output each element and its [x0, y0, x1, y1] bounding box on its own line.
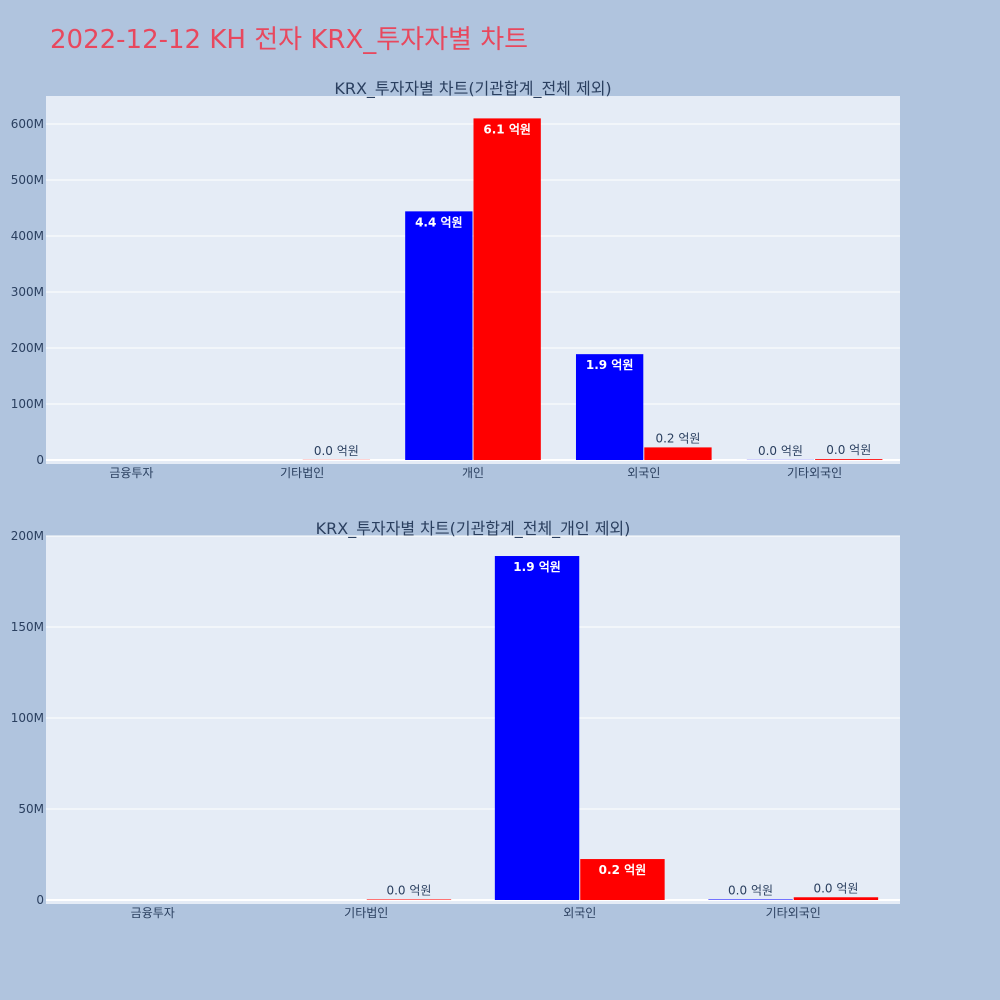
y-tick-label: 600M [11, 117, 44, 131]
y-tick-label: 100M [11, 711, 44, 725]
bar [793, 897, 879, 900]
y-tick-label: 0 [36, 893, 44, 907]
bar [708, 899, 793, 900]
bar [644, 447, 712, 460]
x-tick-label: 기타외국인 [787, 466, 842, 480]
y-tick-label: 0 [36, 453, 44, 467]
data-label: 0.0 억원 [386, 883, 431, 897]
y-tick-label: 50M [18, 802, 44, 816]
x-tick-label: 금융투자 [131, 906, 175, 920]
y-tick-label: 200M [11, 341, 44, 355]
y-tick-label: 300M [11, 285, 44, 299]
bar [366, 899, 452, 900]
data-label: 0.0 억원 [314, 444, 359, 458]
data-label: 0.0 억원 [758, 444, 803, 458]
x-tick-label: 외국인 [563, 906, 596, 920]
plot-area [46, 96, 900, 464]
x-tick-label: 개인 [462, 466, 484, 480]
y-tick-label: 150M [11, 620, 44, 634]
page-title: 2022-12-12 KH 전자 KRX_투자자별 차트 [50, 25, 528, 55]
data-label: 0.0 억원 [728, 883, 773, 897]
data-label: 1.9 억원 [513, 560, 561, 574]
bar [815, 459, 883, 460]
x-tick-label: 기타법인 [280, 466, 324, 480]
data-label: 0.2 억원 [599, 863, 647, 877]
bar [473, 118, 541, 461]
x-tick-label: 기타법인 [344, 906, 388, 920]
x-tick-label: 금융투자 [109, 466, 153, 480]
x-tick-label: 외국인 [627, 466, 660, 480]
chart-top: 0 100M 200M 300M 400M 500M 600M KRX_투자자별 차트(기관합… [11, 79, 900, 480]
data-label: 0.2 억원 [655, 431, 700, 445]
y-tick-label: 400M [11, 229, 44, 243]
data-label: 4.4 억원 [415, 215, 463, 229]
chart-bottom: 0 50M 100M 150M 200M KRX_투자자별 차트(기관합계_전체_개인 제… [11, 519, 900, 920]
chart-title: KRX_투자자별 차트(기관합계_전체 제외) [334, 79, 611, 99]
bar [405, 211, 473, 460]
bar [575, 354, 644, 460]
data-label: 1.9 억원 [586, 358, 634, 372]
bar [494, 556, 580, 900]
plot-area [46, 536, 900, 904]
data-label: 0.0 억원 [813, 881, 858, 895]
data-label: 6.1 억원 [483, 122, 531, 136]
data-label: 0.0 억원 [826, 443, 871, 457]
y-tick-label: 100M [11, 397, 44, 411]
y-tick-label: 500M [11, 173, 44, 187]
x-tick-label: 기타외국인 [766, 906, 821, 920]
chart-title: KRX_투자자별 차트(기관합계_전체_개인 제외) [316, 519, 631, 539]
y-tick-label: 200M [11, 529, 44, 543]
bar [580, 859, 665, 900]
